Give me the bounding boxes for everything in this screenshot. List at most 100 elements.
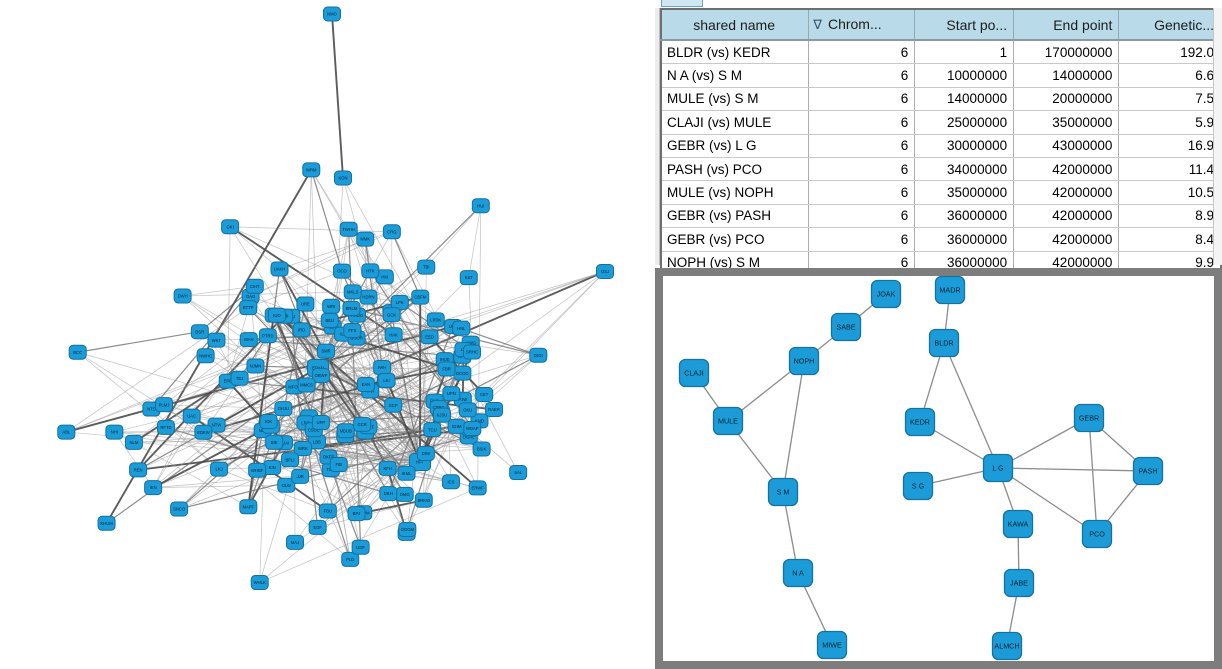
network-node[interactable]: BPLI: [281, 452, 300, 468]
network-node[interactable]: BEU: [320, 312, 339, 328]
column-header-3[interactable]: End point: [1013, 9, 1120, 41]
network-node[interactable]: EAN: [356, 377, 375, 393]
network-node[interactable]: MMK: [356, 231, 375, 247]
network-node[interactable]: UPN: [442, 386, 461, 402]
network-node[interactable]: CIHT: [245, 278, 264, 294]
network-node-jabe[interactable]: JABE: [1003, 568, 1035, 598]
network-node[interactable]: WRM: [302, 162, 321, 178]
network-edge[interactable]: [317, 271, 606, 369]
network-edge[interactable]: [320, 414, 443, 424]
network-node[interactable]: BPJ: [347, 506, 366, 522]
network-edge[interactable]: [163, 339, 249, 405]
network-node[interactable]: IRD: [292, 322, 311, 338]
network-node[interactable]: GCK: [382, 307, 401, 323]
network-edge[interactable]: [363, 499, 424, 514]
network-node[interactable]: WHBF: [248, 462, 267, 478]
network-edge[interactable]: [229, 226, 319, 369]
network-edge[interactable]: [310, 169, 371, 272]
network-node[interactable]: BCC: [68, 344, 87, 360]
network-node[interactable]: NWHC: [196, 348, 215, 364]
network-node[interactable]: HNL: [452, 320, 471, 336]
table-row[interactable]: MULE (vs) S M 6 14000000 20000000 7.5: [661, 87, 1222, 112]
network-node-madr[interactable]: MADR: [934, 275, 966, 305]
network-edge[interactable]: [423, 399, 464, 501]
network-node-joak[interactable]: JOAK: [870, 279, 902, 309]
network-node[interactable]: BIE: [265, 434, 284, 450]
network-node[interactable]: URE: [296, 296, 315, 312]
network-node[interactable]: OCO: [333, 263, 352, 279]
network-node[interactable]: RAER: [485, 401, 504, 417]
network-edge[interactable]: [468, 205, 482, 278]
network-edge[interactable]: [182, 291, 353, 297]
column-header-0[interactable]: shared name: [661, 9, 810, 41]
table-row[interactable]: GEBR (vs) L G 6 30000000 43000000 16.9: [661, 134, 1222, 158]
network-node[interactable]: TEJ: [230, 370, 249, 386]
network-edge[interactable]: [310, 169, 319, 369]
network-node[interactable]: FBU: [318, 503, 337, 519]
column-header-2[interactable]: Start po...: [914, 9, 1015, 41]
network-node-n-a[interactable]: N A: [782, 558, 814, 588]
network-node[interactable]: REN: [129, 462, 148, 478]
network-node[interactable]: GCR: [353, 416, 372, 432]
network-node[interactable]: TBI: [417, 259, 436, 275]
network-edge[interactable]: [328, 428, 473, 458]
network-edge[interactable]: [259, 487, 478, 583]
network-node-l-g[interactable]: L G: [982, 453, 1014, 483]
network-node-bldr[interactable]: BLDR: [928, 328, 960, 358]
filter-icon[interactable]: ∇: [813, 17, 822, 32]
network-node[interactable]: OKU: [458, 402, 477, 418]
network-node[interactable]: BSIK: [472, 441, 491, 457]
network-edge[interactable]: [218, 468, 328, 512]
table-row[interactable]: CLAJI (vs) MULE 6 25000000 35000000 5.9: [661, 110, 1222, 135]
network-node-kedr[interactable]: KEDR: [904, 407, 936, 437]
network-edge[interactable]: [997, 467, 1098, 535]
network-node[interactable]: ABL: [57, 424, 76, 440]
large-network-canvas[interactable]: NMOKONEDKNHFTPLDWKTEGSKFHULHMDPMSDLNEAFT…: [0, 0, 655, 669]
network-node[interactable]: KJSU: [432, 407, 451, 423]
network-node[interactable]: LPDK: [426, 312, 445, 328]
network-node[interactable]: IGK: [259, 413, 278, 429]
network-node-sabe[interactable]: SABE: [830, 312, 862, 342]
network-edge[interactable]: [782, 360, 805, 493]
table-row[interactable]: PASH (vs) PCO 6 34000000 42000000 11.4: [661, 157, 1222, 182]
network-node[interactable]: MKLS: [343, 284, 362, 300]
comparison-network-canvas[interactable]: JOAK MADR SABE BLDR NOPH CLAJI KEDR MULE GEBR L G…: [663, 275, 1214, 661]
network-edge[interactable]: [239, 377, 482, 450]
network-node[interactable]: UDF: [351, 539, 370, 555]
network-edge[interactable]: [250, 238, 366, 297]
network-node[interactable]: CET: [475, 387, 494, 403]
network-node[interactable]: NLM: [124, 434, 143, 450]
network-node[interactable]: HUI: [471, 198, 490, 214]
network-node[interactable]: DSR: [190, 324, 209, 340]
network-node[interactable]: JJR: [291, 468, 310, 484]
network-edge[interactable]: [407, 426, 457, 530]
network-edge[interactable]: [66, 431, 421, 463]
network-edge[interactable]: [199, 331, 421, 463]
network-node-pco[interactable]: PCO: [1081, 519, 1113, 549]
network-edge[interactable]: [77, 351, 204, 433]
network-node[interactable]: TWHH: [339, 221, 358, 237]
network-edge[interactable]: [152, 425, 272, 489]
network-node[interactable]: GHM: [447, 418, 466, 434]
network-edge[interactable]: [391, 231, 421, 298]
network-node[interactable]: SRHC: [462, 344, 481, 360]
network-node[interactable]: OOGM: [398, 521, 417, 537]
network-node[interactable]: IUO: [267, 307, 286, 323]
table-row[interactable]: GEBR (vs) PCO 6 36000000 42000000 8.4: [661, 227, 1222, 252]
network-edge[interactable]: [997, 417, 1090, 469]
column-header-1[interactable]: ∇ Chrom...: [808, 9, 916, 41]
network-node[interactable]: KST: [459, 270, 478, 286]
network-node-claji[interactable]: CLAJI: [678, 358, 710, 388]
table-row[interactable]: N A (vs) S M 6 10000000 14000000 6.6: [661, 63, 1222, 88]
network-edge[interactable]: [310, 169, 343, 272]
network-edge[interactable]: [178, 407, 439, 510]
network-edge[interactable]: [248, 338, 463, 357]
network-node-almch[interactable]: ALMCH: [991, 631, 1023, 661]
network-node[interactable]: CBFM: [411, 289, 430, 305]
network-node-mule[interactable]: MULE: [712, 406, 744, 436]
table-scrollbar[interactable]: [1213, 8, 1222, 265]
network-node[interactable]: RFTD: [156, 419, 175, 435]
network-node[interactable]: DIW: [416, 445, 435, 461]
network-edge[interactable]: [229, 225, 395, 336]
network-node-s-g[interactable]: S G: [902, 471, 934, 501]
